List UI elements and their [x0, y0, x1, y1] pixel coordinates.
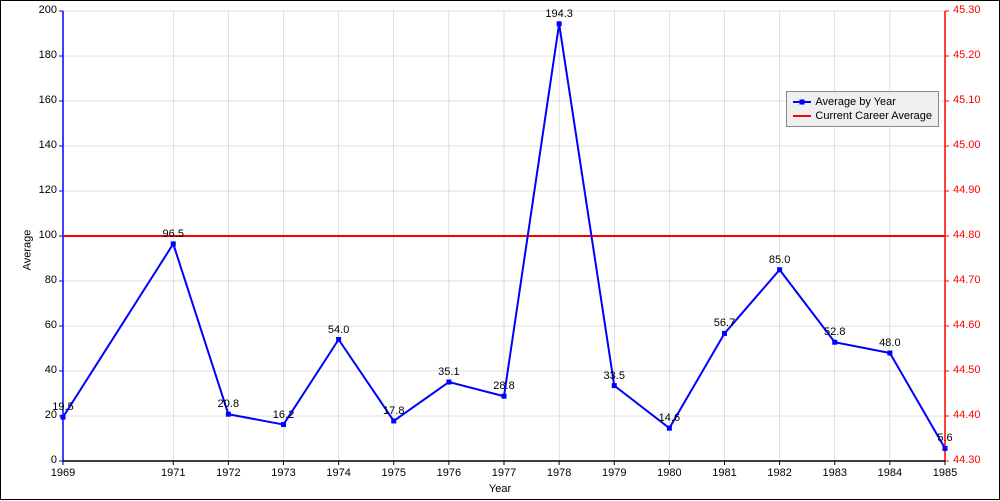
x-axis-label: Year	[489, 483, 511, 495]
data-point-label: 17.8	[383, 405, 404, 417]
data-point-label: 56.7	[714, 317, 735, 329]
y-right-tick: 45.30	[953, 4, 981, 16]
x-tick: 1971	[161, 467, 185, 479]
data-point-label: 54.0	[328, 324, 349, 336]
x-tick: 1969	[51, 467, 75, 479]
y-left-tick: 0	[27, 454, 57, 466]
y-left-tick: 180	[27, 49, 57, 61]
y-right-tick: 44.30	[953, 454, 981, 466]
x-tick: 1973	[271, 467, 295, 479]
legend-item-career: Current Career Average	[793, 109, 932, 123]
chart-svg	[1, 1, 1000, 501]
x-tick: 1980	[657, 467, 681, 479]
data-point-label: 52.8	[824, 326, 845, 338]
y-right-tick: 45.00	[953, 139, 981, 151]
x-tick: 1981	[712, 467, 736, 479]
legend-label-avg: Average by Year	[815, 95, 896, 109]
y-right-tick: 44.40	[953, 409, 981, 421]
x-tick: 1977	[492, 467, 516, 479]
data-point-label: 20.8	[218, 398, 239, 410]
legend-swatch-career	[793, 115, 811, 117]
x-tick: 1975	[382, 467, 406, 479]
legend-label-career: Current Career Average	[815, 109, 932, 123]
data-point-label: 14.6	[659, 412, 680, 424]
x-tick: 1982	[767, 467, 791, 479]
y-left-tick: 100	[27, 229, 57, 241]
y-left-tick: 120	[27, 184, 57, 196]
chart-container: Average Year Average by Year Current Car…	[0, 0, 1000, 500]
y-right-tick: 44.50	[953, 364, 981, 376]
y-right-tick: 45.20	[953, 49, 981, 61]
y-left-tick: 140	[27, 139, 57, 151]
y-left-tick: 40	[27, 364, 57, 376]
y-left-tick: 80	[27, 274, 57, 286]
x-tick: 1976	[437, 467, 461, 479]
data-point-label: 35.1	[438, 366, 459, 378]
x-tick: 1983	[823, 467, 847, 479]
x-tick: 1985	[933, 467, 957, 479]
x-tick: 1972	[216, 467, 240, 479]
y-left-tick: 200	[27, 4, 57, 16]
legend: Average by Year Current Career Average	[786, 91, 939, 127]
data-point-label: 85.0	[769, 254, 790, 266]
data-point-label: 28.8	[493, 380, 514, 392]
x-tick: 1974	[326, 467, 350, 479]
data-point-label: 48.0	[879, 337, 900, 349]
data-point-label: 33.5	[604, 370, 625, 382]
x-tick: 1978	[547, 467, 571, 479]
y-right-tick: 45.10	[953, 94, 981, 106]
legend-swatch-avg	[793, 101, 811, 103]
data-point-label: 96.5	[163, 228, 184, 240]
x-tick: 1979	[602, 467, 626, 479]
data-point-label: 194.3	[545, 8, 573, 20]
y-right-tick: 44.70	[953, 274, 981, 286]
y-right-tick: 44.80	[953, 229, 981, 241]
y-left-tick: 160	[27, 94, 57, 106]
data-point-label: 19.5	[52, 401, 73, 413]
data-point-label: 5.6	[937, 432, 952, 444]
legend-item-avg: Average by Year	[793, 95, 932, 109]
y-right-tick: 44.60	[953, 319, 981, 331]
y-right-tick: 44.90	[953, 184, 981, 196]
data-point-label: 16.2	[273, 409, 294, 421]
y-left-tick: 60	[27, 319, 57, 331]
x-tick: 1984	[878, 467, 902, 479]
